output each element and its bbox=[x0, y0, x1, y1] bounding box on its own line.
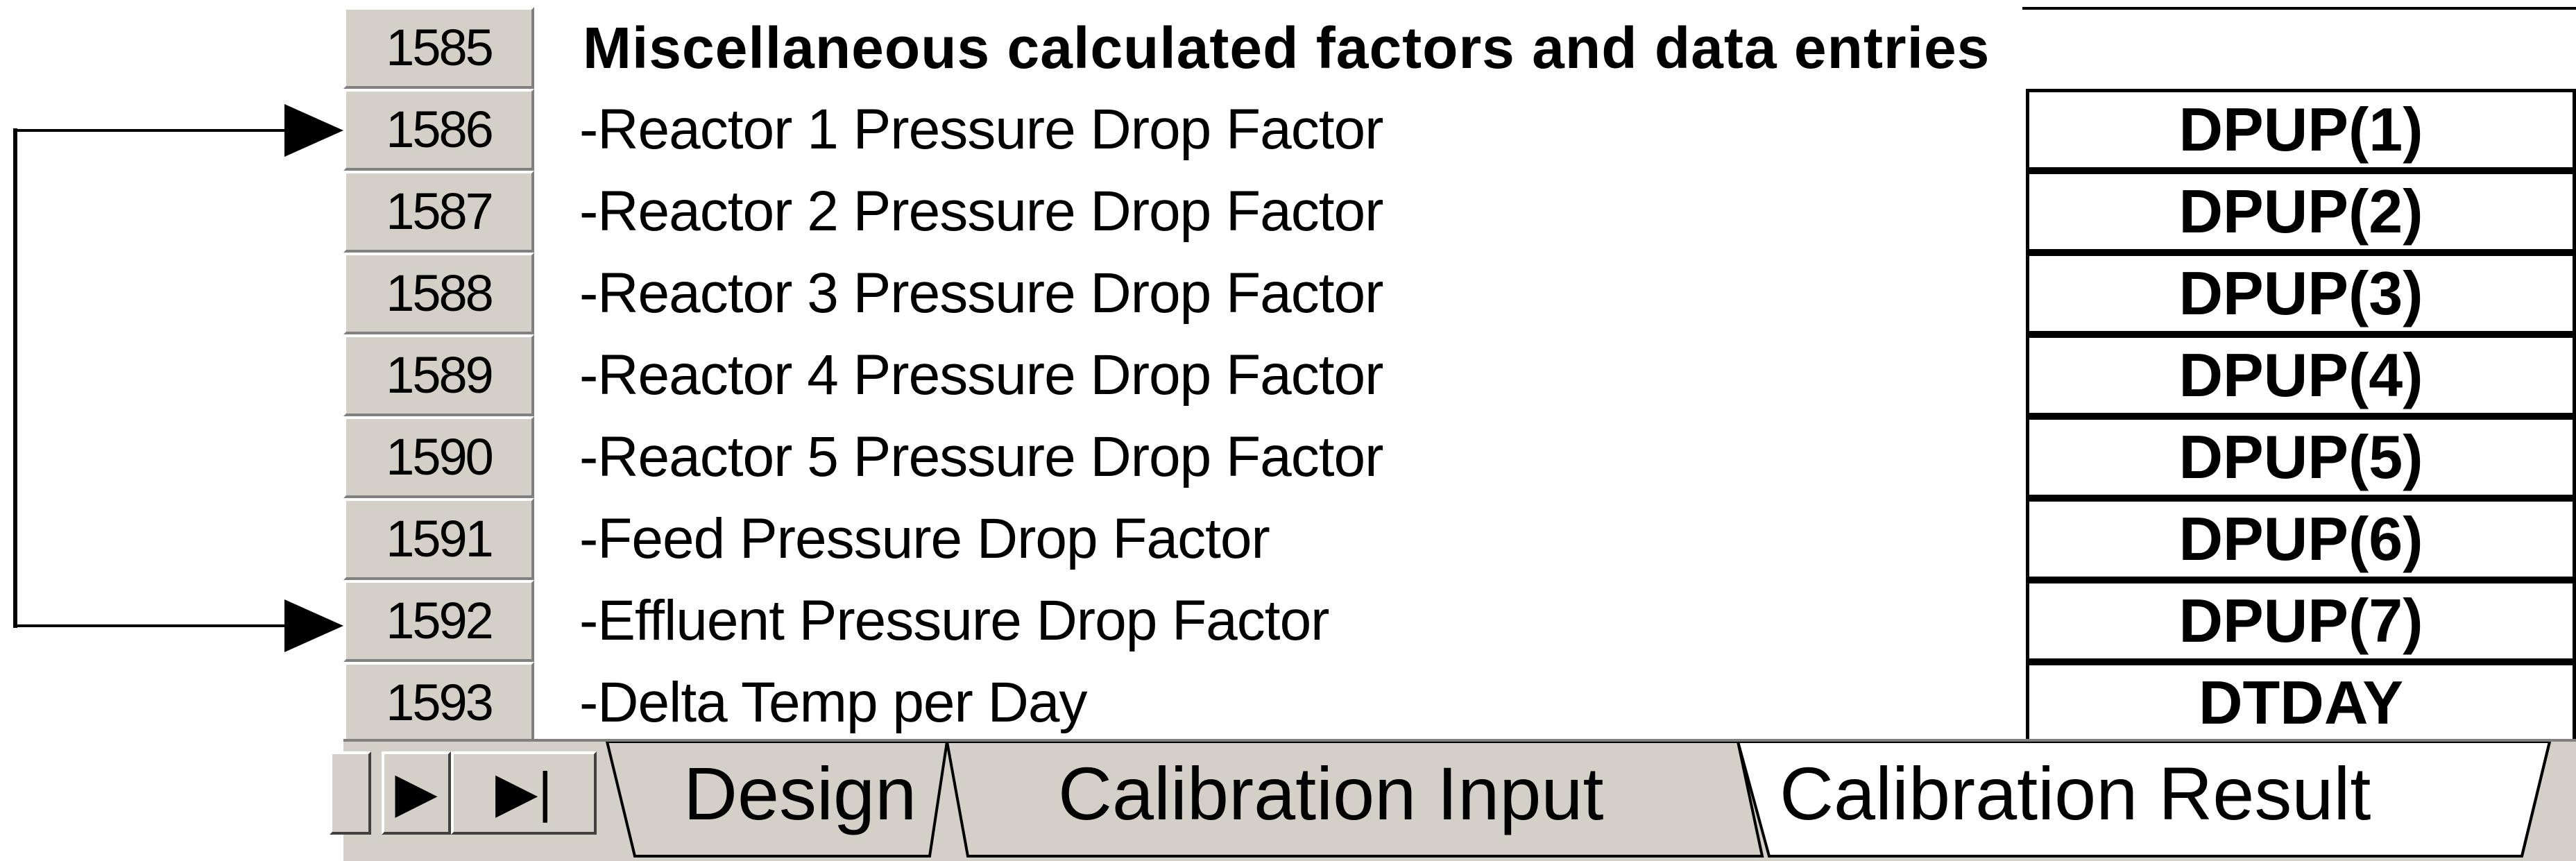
value-cell[interactable]: DPUP(3) bbox=[2026, 253, 2576, 334]
value-cell[interactable]: DPUP(2) bbox=[2026, 171, 2576, 253]
row-header[interactable]: 1587 bbox=[343, 171, 534, 253]
scroll-next-button[interactable]: ▶ bbox=[382, 751, 451, 835]
value-cell[interactable]: DPUP(5) bbox=[2026, 416, 2576, 498]
value-cell[interactable]: DPUP(1) bbox=[2026, 89, 2576, 171]
tab-label: Calibration Input bbox=[1058, 751, 1604, 835]
value-cell[interactable]: DPUP(6) bbox=[2026, 498, 2576, 580]
table-row[interactable]: 1588 -Reactor 3 Pressure Drop Factor DPU… bbox=[343, 253, 2576, 334]
sheet-tab-bar: ▶ ▶| Design Calibration Input Calibratio… bbox=[330, 739, 2576, 861]
last-arrow-icon: ▶| bbox=[495, 761, 553, 823]
scroll-prev-button[interactable] bbox=[330, 751, 371, 835]
row-label[interactable]: -Reactor 4 Pressure Drop Factor bbox=[579, 343, 1383, 407]
table-row-section[interactable]: 1585 Miscellaneous calculated factors an… bbox=[343, 7, 2576, 89]
row-header[interactable]: 1592 bbox=[343, 580, 534, 662]
table-row[interactable]: 1586 -Reactor 1 Pressure Drop Factor DPU… bbox=[343, 89, 2576, 171]
row-label[interactable]: -Reactor 1 Pressure Drop Factor bbox=[579, 98, 1383, 161]
row-header[interactable]: 1593 bbox=[343, 662, 534, 744]
row-header[interactable]: 1591 bbox=[343, 498, 534, 580]
cell-top-border bbox=[2022, 7, 2576, 10]
value-cell[interactable]: DTDAY bbox=[2026, 662, 2576, 744]
table-row[interactable]: 1589 -Reactor 4 Pressure Drop Factor DPU… bbox=[343, 334, 2576, 416]
bracket-arrows bbox=[13, 104, 343, 652]
value-cell[interactable]: DPUP(7) bbox=[2026, 580, 2576, 662]
row-label[interactable]: -Delta Temp per Day bbox=[579, 671, 1087, 734]
row-label[interactable]: -Reactor 5 Pressure Drop Factor bbox=[579, 425, 1383, 488]
row-header[interactable]: 1589 bbox=[343, 334, 534, 416]
table-row[interactable]: 1591 -Feed Pressure Drop Factor DPUP(6) bbox=[343, 498, 2576, 580]
spreadsheet-grid: 1585 Miscellaneous calculated factors an… bbox=[343, 0, 2576, 744]
scroll-last-button[interactable]: ▶| bbox=[451, 751, 597, 835]
row-label[interactable]: -Reactor 2 Pressure Drop Factor bbox=[579, 180, 1383, 243]
tab-design[interactable]: Design bbox=[683, 742, 916, 853]
row-label[interactable]: -Reactor 3 Pressure Drop Factor bbox=[579, 262, 1383, 325]
table-row[interactable]: 1593 -Delta Temp per Day DTDAY bbox=[343, 662, 2576, 744]
table-row[interactable]: 1590 -Reactor 5 Pressure Drop Factor DPU… bbox=[343, 416, 2576, 498]
tab-calibration-result[interactable]: Calibration Result bbox=[1780, 742, 2371, 853]
table-row[interactable]: 1592 -Effluent Pressure Drop Factor DPUP… bbox=[343, 580, 2576, 662]
section-title[interactable]: Miscellaneous calculated factors and dat… bbox=[583, 15, 1990, 80]
row-header[interactable]: 1585 bbox=[343, 7, 534, 89]
row-header[interactable]: 1590 bbox=[343, 416, 534, 498]
value-cell[interactable]: DPUP(4) bbox=[2026, 334, 2576, 416]
row-header[interactable]: 1588 bbox=[343, 253, 534, 334]
tab-outlines bbox=[343, 742, 2576, 861]
row-label[interactable]: -Feed Pressure Drop Factor bbox=[579, 507, 1270, 570]
table-row[interactable]: 1587 -Reactor 2 Pressure Drop Factor DPU… bbox=[343, 171, 2576, 253]
row-label[interactable]: -Effluent Pressure Drop Factor bbox=[579, 589, 1329, 652]
tab-label: Calibration Result bbox=[1780, 751, 2371, 835]
tab-label: Design bbox=[683, 751, 917, 835]
tab-calibration-input[interactable]: Calibration Input bbox=[1058, 742, 1603, 853]
next-arrow-icon: ▶ bbox=[395, 761, 438, 823]
row-header[interactable]: 1586 bbox=[343, 89, 534, 171]
